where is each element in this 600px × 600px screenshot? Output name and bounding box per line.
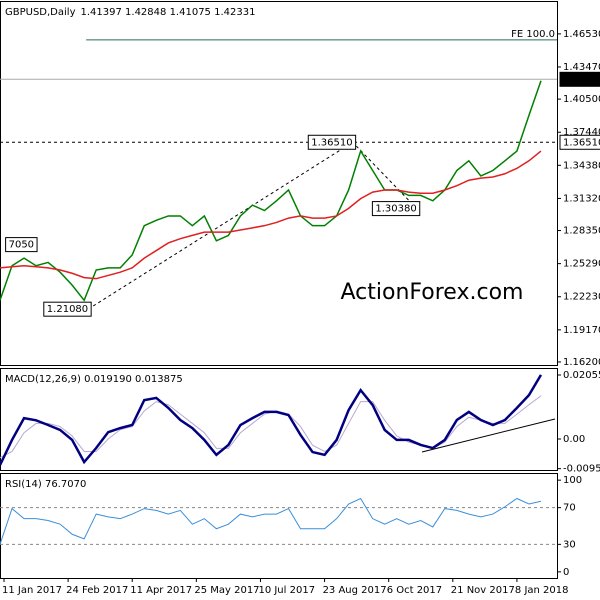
y-tick-label: 0.00 — [563, 434, 585, 445]
panel-frame — [0, 1, 558, 366]
series-line — [0, 497, 542, 545]
y-tick-label: 1.46530 — [563, 29, 600, 40]
y-tick-label: 1.19170 — [563, 325, 600, 336]
y-tick-label: 1.25290 — [563, 259, 600, 270]
y-tick-label: 0 — [563, 567, 569, 578]
y-tick-label: 100 — [563, 475, 582, 486]
x-tick-label: 23 Aug 2017 — [323, 585, 387, 596]
level-label: 1.36510 — [311, 137, 352, 148]
series-line — [0, 374, 543, 466]
label-box — [559, 134, 600, 150]
y-tick-label: 70 — [563, 503, 576, 514]
panel-subtitle: 1.41397 1.42848 1.41075 1.42331 — [81, 7, 256, 18]
x-tick-label: 8 Jan 2018 — [515, 585, 569, 596]
y-tick-label: 1.31320 — [563, 193, 600, 204]
x-tick-label: 10 Jul 2017 — [258, 585, 315, 596]
macd-trendline — [421, 418, 556, 453]
label-box — [5, 237, 38, 253]
y-tick-label: 1.43470 — [563, 62, 600, 73]
y-tick-label: 30 — [563, 539, 576, 550]
label-box — [371, 201, 421, 217]
x-tick-label: 11 Apr 2017 — [130, 585, 192, 596]
level-label: 1.30380 — [375, 204, 416, 215]
y-tick-label: 1.40500 — [563, 94, 600, 105]
x-tick-label: 21 Nov 2017 — [451, 585, 515, 596]
y-tick-label: -0.00953 — [563, 464, 600, 475]
x-tick-label: 11 Jan 2017 — [2, 585, 62, 596]
y-tick-label: 1.16200 — [563, 357, 600, 368]
level-label: 1.36510 — [563, 137, 600, 148]
y-tick-label: 1.22230 — [563, 292, 600, 303]
label-box — [43, 301, 92, 317]
x-tick-label: 25 May 2017 — [194, 585, 259, 596]
level-label: 7050 — [9, 240, 34, 251]
watermark: ActionForex.com — [341, 280, 524, 305]
y-tick-label: 0.020557 — [563, 370, 600, 381]
y-tick-label: 1.37440 — [563, 127, 600, 138]
panel-title: MACD(12,26,9) 0.019190 0.013875 — [5, 374, 183, 385]
y-tick-label: 1.34380 — [563, 160, 600, 171]
level-label: 1.42331 — [563, 74, 600, 85]
panel-title: GBPUSD,Daily — [5, 7, 76, 18]
label-box — [559, 71, 600, 87]
series-line — [0, 80, 542, 302]
x-tick-label: 6 Oct 2017 — [387, 585, 442, 596]
y-tick-label: 1.28350 — [563, 226, 600, 237]
series-line — [0, 150, 542, 280]
panel-title: RSI(14) 76.7070 — [5, 479, 86, 490]
fibo-label: FE 100.0 — [511, 29, 555, 40]
panel-frame — [0, 473, 558, 579]
level-label: 1.21080 — [47, 304, 88, 315]
label-box — [307, 134, 357, 150]
x-tick-label: 24 Feb 2017 — [66, 585, 128, 596]
panel-frame — [0, 368, 558, 471]
